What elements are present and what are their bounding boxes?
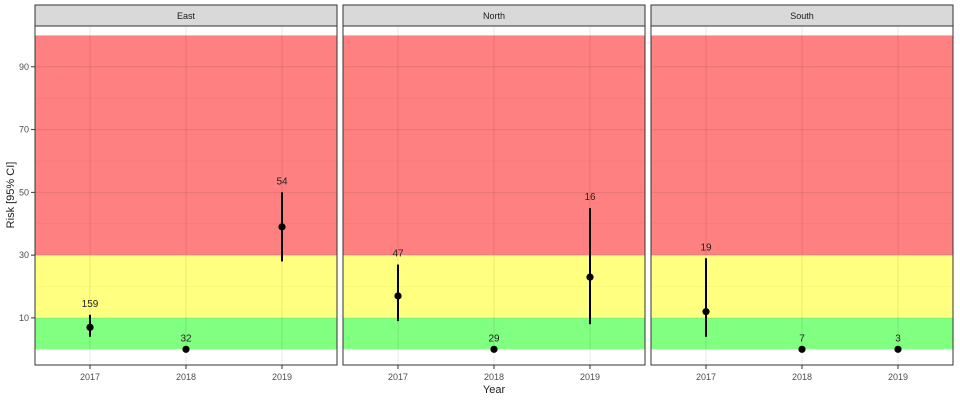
y-tick-label: 10 [19,313,29,323]
x-tick-label: 2018 [176,372,196,382]
count-label: 7 [799,333,805,344]
risk-band [343,317,645,350]
count-label: 19 [700,242,712,253]
count-label: 159 [82,299,99,310]
x-tick-label: 2017 [388,372,408,382]
data-point [490,345,498,353]
y-tick-label: 50 [19,187,29,197]
x-tick-label: 2019 [272,372,292,382]
y-tick-label: 30 [19,250,29,260]
risk-band [651,35,953,256]
count-label: 16 [584,192,596,203]
x-tick-label: 2019 [888,372,908,382]
risk-band [35,35,337,256]
x-tick-label: 2018 [792,372,812,382]
count-label: 54 [276,176,288,187]
data-point [894,345,902,353]
facet-strip-label: East [177,11,196,21]
count-label: 29 [488,333,500,344]
x-tick-label: 2017 [696,372,716,382]
count-label: 47 [392,249,404,260]
data-point [798,345,806,353]
risk-band [35,317,337,350]
x-tick-label: 2017 [80,372,100,382]
y-axis-title: Risk [95% CI] [5,162,17,229]
risk-band [343,255,645,318]
data-point [278,223,286,231]
facet-strip-label: North [483,11,505,21]
x-axis-title: Year [483,384,506,396]
y-tick-label: 90 [19,62,29,72]
data-point [394,292,402,300]
data-point [182,345,190,353]
data-point [86,323,94,331]
data-point [586,273,594,281]
facet-panel-north: North 47 29 16 2017 2018 2019 [342,4,646,382]
risk-band [343,35,645,256]
x-tick-label: 2019 [580,372,600,382]
panels-layer: East 159 32 54 2017 2018 2019 10 30 50 70 90 North 47… [19,4,954,382]
facet-strip-label: South [790,11,814,21]
risk-band [651,255,953,318]
data-point [702,308,710,316]
facet-panel-east: East 159 32 54 2017 2018 2019 10 30 50 70 90 [19,4,338,382]
x-tick-label: 2018 [484,372,504,382]
risk-band [651,317,953,350]
count-label: 32 [180,333,192,344]
y-tick-label: 70 [19,125,29,135]
count-label: 3 [895,333,901,344]
risk-band [35,255,337,318]
facet-panel-south: South 19 7 3 2017 2018 2019 [650,4,954,382]
